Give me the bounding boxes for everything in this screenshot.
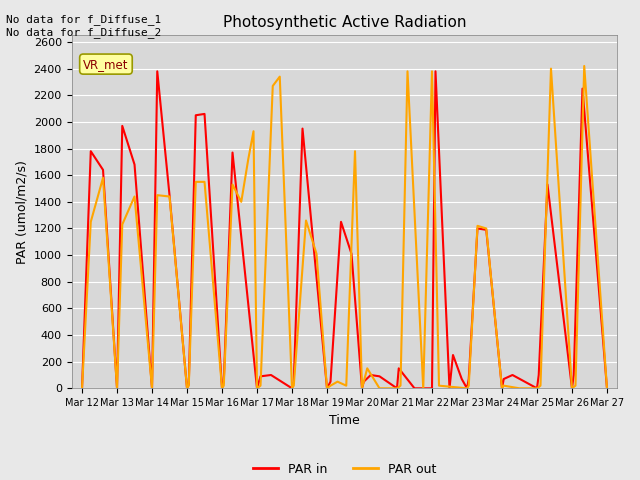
PAR in (348, 251, 355, 257)
PAR out (580, 63, 588, 69)
Y-axis label: PAR (umol/m2/s): PAR (umol/m2/s) (15, 160, 28, 264)
PAR out (257, 383, 264, 388)
PAR out (603, 385, 611, 391)
Line: PAR out: PAR out (82, 66, 607, 388)
Line: PAR in: PAR in (82, 72, 607, 388)
PAR out (78, 385, 86, 391)
PAR out (148, 385, 156, 391)
Legend: PAR in, PAR out: PAR in, PAR out (248, 458, 441, 480)
X-axis label: Time: Time (329, 414, 360, 427)
PAR in (431, 69, 439, 74)
Title: Photosynthetic Active Radiation: Photosynthetic Active Radiation (223, 15, 467, 30)
PAR in (288, 385, 296, 391)
PAR in (568, 385, 576, 391)
PAR out (533, 385, 541, 391)
Text: No data for f_Diffuse_1
No data for f_Diffuse_2: No data for f_Diffuse_1 No data for f_Di… (6, 14, 162, 38)
PAR in (411, 385, 419, 391)
PAR in (118, 123, 126, 129)
PAR out (218, 385, 226, 391)
PAR in (78, 385, 86, 391)
PAR in (603, 385, 611, 391)
PAR in (154, 69, 161, 74)
PAR out (572, 383, 579, 388)
Text: VR_met: VR_met (83, 58, 129, 71)
PAR out (185, 383, 193, 388)
